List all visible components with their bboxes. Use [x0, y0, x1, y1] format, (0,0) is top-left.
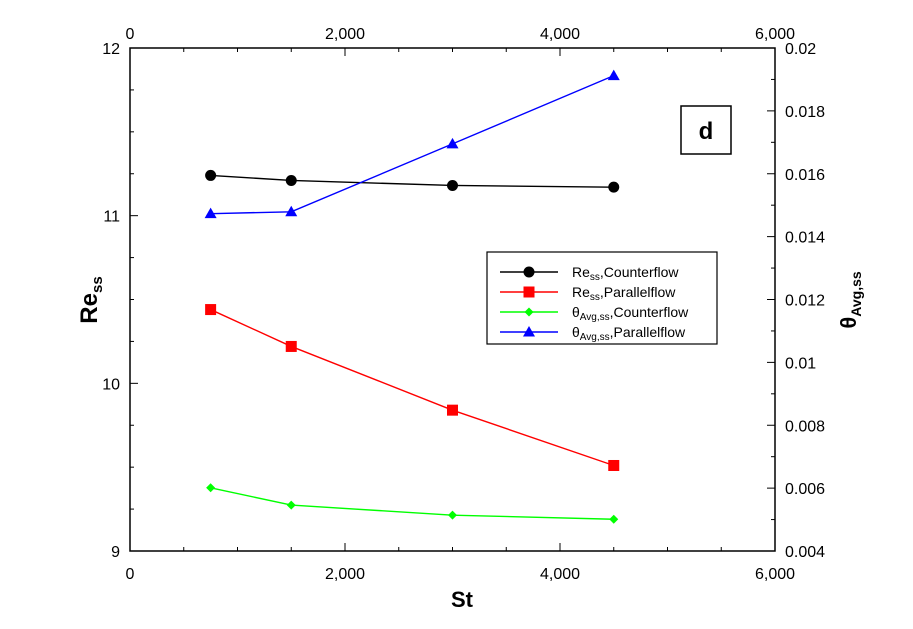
legend-label-sub: Avg,ss: [580, 312, 610, 323]
legend-label-rest: ,Parallelflow: [600, 284, 676, 300]
legend-label-rest: ,Counterflow: [610, 304, 689, 320]
legend-label-base: θ: [572, 324, 580, 340]
x-tick-label: 4,000: [540, 566, 580, 583]
y-right-tick-label: 0.02: [785, 41, 816, 58]
legend-label-base: Re: [572, 264, 590, 280]
series-line-1: [210, 308, 614, 467]
legend-label-rest: ,Parallelflow: [610, 324, 686, 340]
data-point-3: [204, 207, 217, 219]
series-line-2: [210, 487, 614, 520]
y-right-tick-label: 0.014: [785, 230, 825, 247]
data-point-0: [608, 181, 620, 193]
data-point-2: [206, 483, 216, 493]
panel-label: d: [699, 118, 714, 145]
y-right-axis-title: θAvg,ss: [836, 271, 864, 329]
legend-box: [486, 251, 718, 345]
data-point-1: [205, 304, 217, 316]
y-right-tick-label: 0.006: [785, 481, 825, 498]
legend-label-1: Ress,Parallelflow: [572, 284, 676, 303]
y-right-tick-label: 0.018: [785, 104, 825, 121]
y-right-tick-label: 0.008: [785, 418, 825, 435]
x-tick-label: 6,000: [755, 566, 795, 583]
y-left-tick-label: 9: [111, 544, 120, 561]
plot-frame: [129, 47, 776, 552]
legend-label-base: Re: [572, 284, 590, 300]
data-point-2: [448, 510, 457, 520]
legend-label-sub: Avg,ss: [580, 332, 610, 343]
data-point-0: [447, 179, 458, 191]
data-point-0: [285, 174, 297, 186]
y-right-tick-label: 0.016: [785, 167, 825, 184]
legend-label-rest: ,Counterflow: [600, 264, 679, 280]
y-left-tick-label: 11: [103, 209, 120, 226]
x-tick-label-top: 6,000: [755, 26, 795, 43]
series-layer: [204, 69, 620, 524]
legend-label-sub: ss: [590, 292, 600, 303]
data-point-3: [446, 137, 459, 149]
x-tick-label: 2,000: [325, 566, 365, 583]
x-tick-label-top: 0: [126, 26, 135, 43]
y-right-tick-label: 0.004: [785, 544, 825, 561]
y-left-axis-title: Ress: [76, 276, 106, 323]
data-point-3: [607, 69, 620, 81]
legend-label-0: Ress,Counterflow: [572, 264, 679, 283]
legend-marker-3: [523, 326, 535, 337]
legend-label-sub: ss: [590, 272, 600, 283]
data-point-0: [205, 169, 217, 181]
legend-label-base: θ: [572, 304, 580, 320]
panel-label-box: [680, 105, 732, 155]
y-right-axis-title-sub: Avg,ss: [848, 271, 864, 317]
x-tick-label: 0: [126, 566, 135, 583]
y-left-tick-label: 12: [102, 41, 120, 58]
y-right-tick-label: 0.01: [785, 355, 816, 372]
data-point-2: [609, 514, 619, 524]
y-right-tick-label: 0.012: [785, 293, 825, 310]
y-left-axis-title-base: Re: [76, 293, 103, 324]
y-right-axis-title-base: θ: [836, 317, 861, 329]
x-axis-title: St: [451, 587, 474, 612]
series-line-3: [210, 75, 615, 215]
series-line-0: [210, 174, 614, 188]
legend: Ress,CounterflowRess,ParallelflowθAvg,ss…: [486, 251, 718, 345]
data-point-3: [285, 205, 298, 217]
legend-marker-1: [523, 286, 535, 298]
legend-label-2: θAvg,ss,Counterflow: [572, 304, 689, 323]
ticks-layer: 0 0 2,000 2,000 4,000 4,000 6,000 6,000 9 10 11 12 0…: [102, 26, 825, 583]
legend-marker-0: [523, 266, 535, 278]
data-point-2: [286, 500, 296, 510]
legend-marker-2: [524, 307, 534, 317]
x-tick-label-top: 2,000: [325, 26, 365, 43]
legend-label-3: θAvg,ss,Parallelflow: [572, 324, 686, 343]
y-left-tick-label: 10: [102, 376, 120, 393]
y-left-axis-title-sub: ss: [89, 276, 106, 293]
data-point-1: [285, 340, 297, 352]
data-point-1: [447, 404, 458, 416]
data-point-1: [608, 459, 620, 471]
x-tick-label-top: 4,000: [540, 26, 580, 43]
